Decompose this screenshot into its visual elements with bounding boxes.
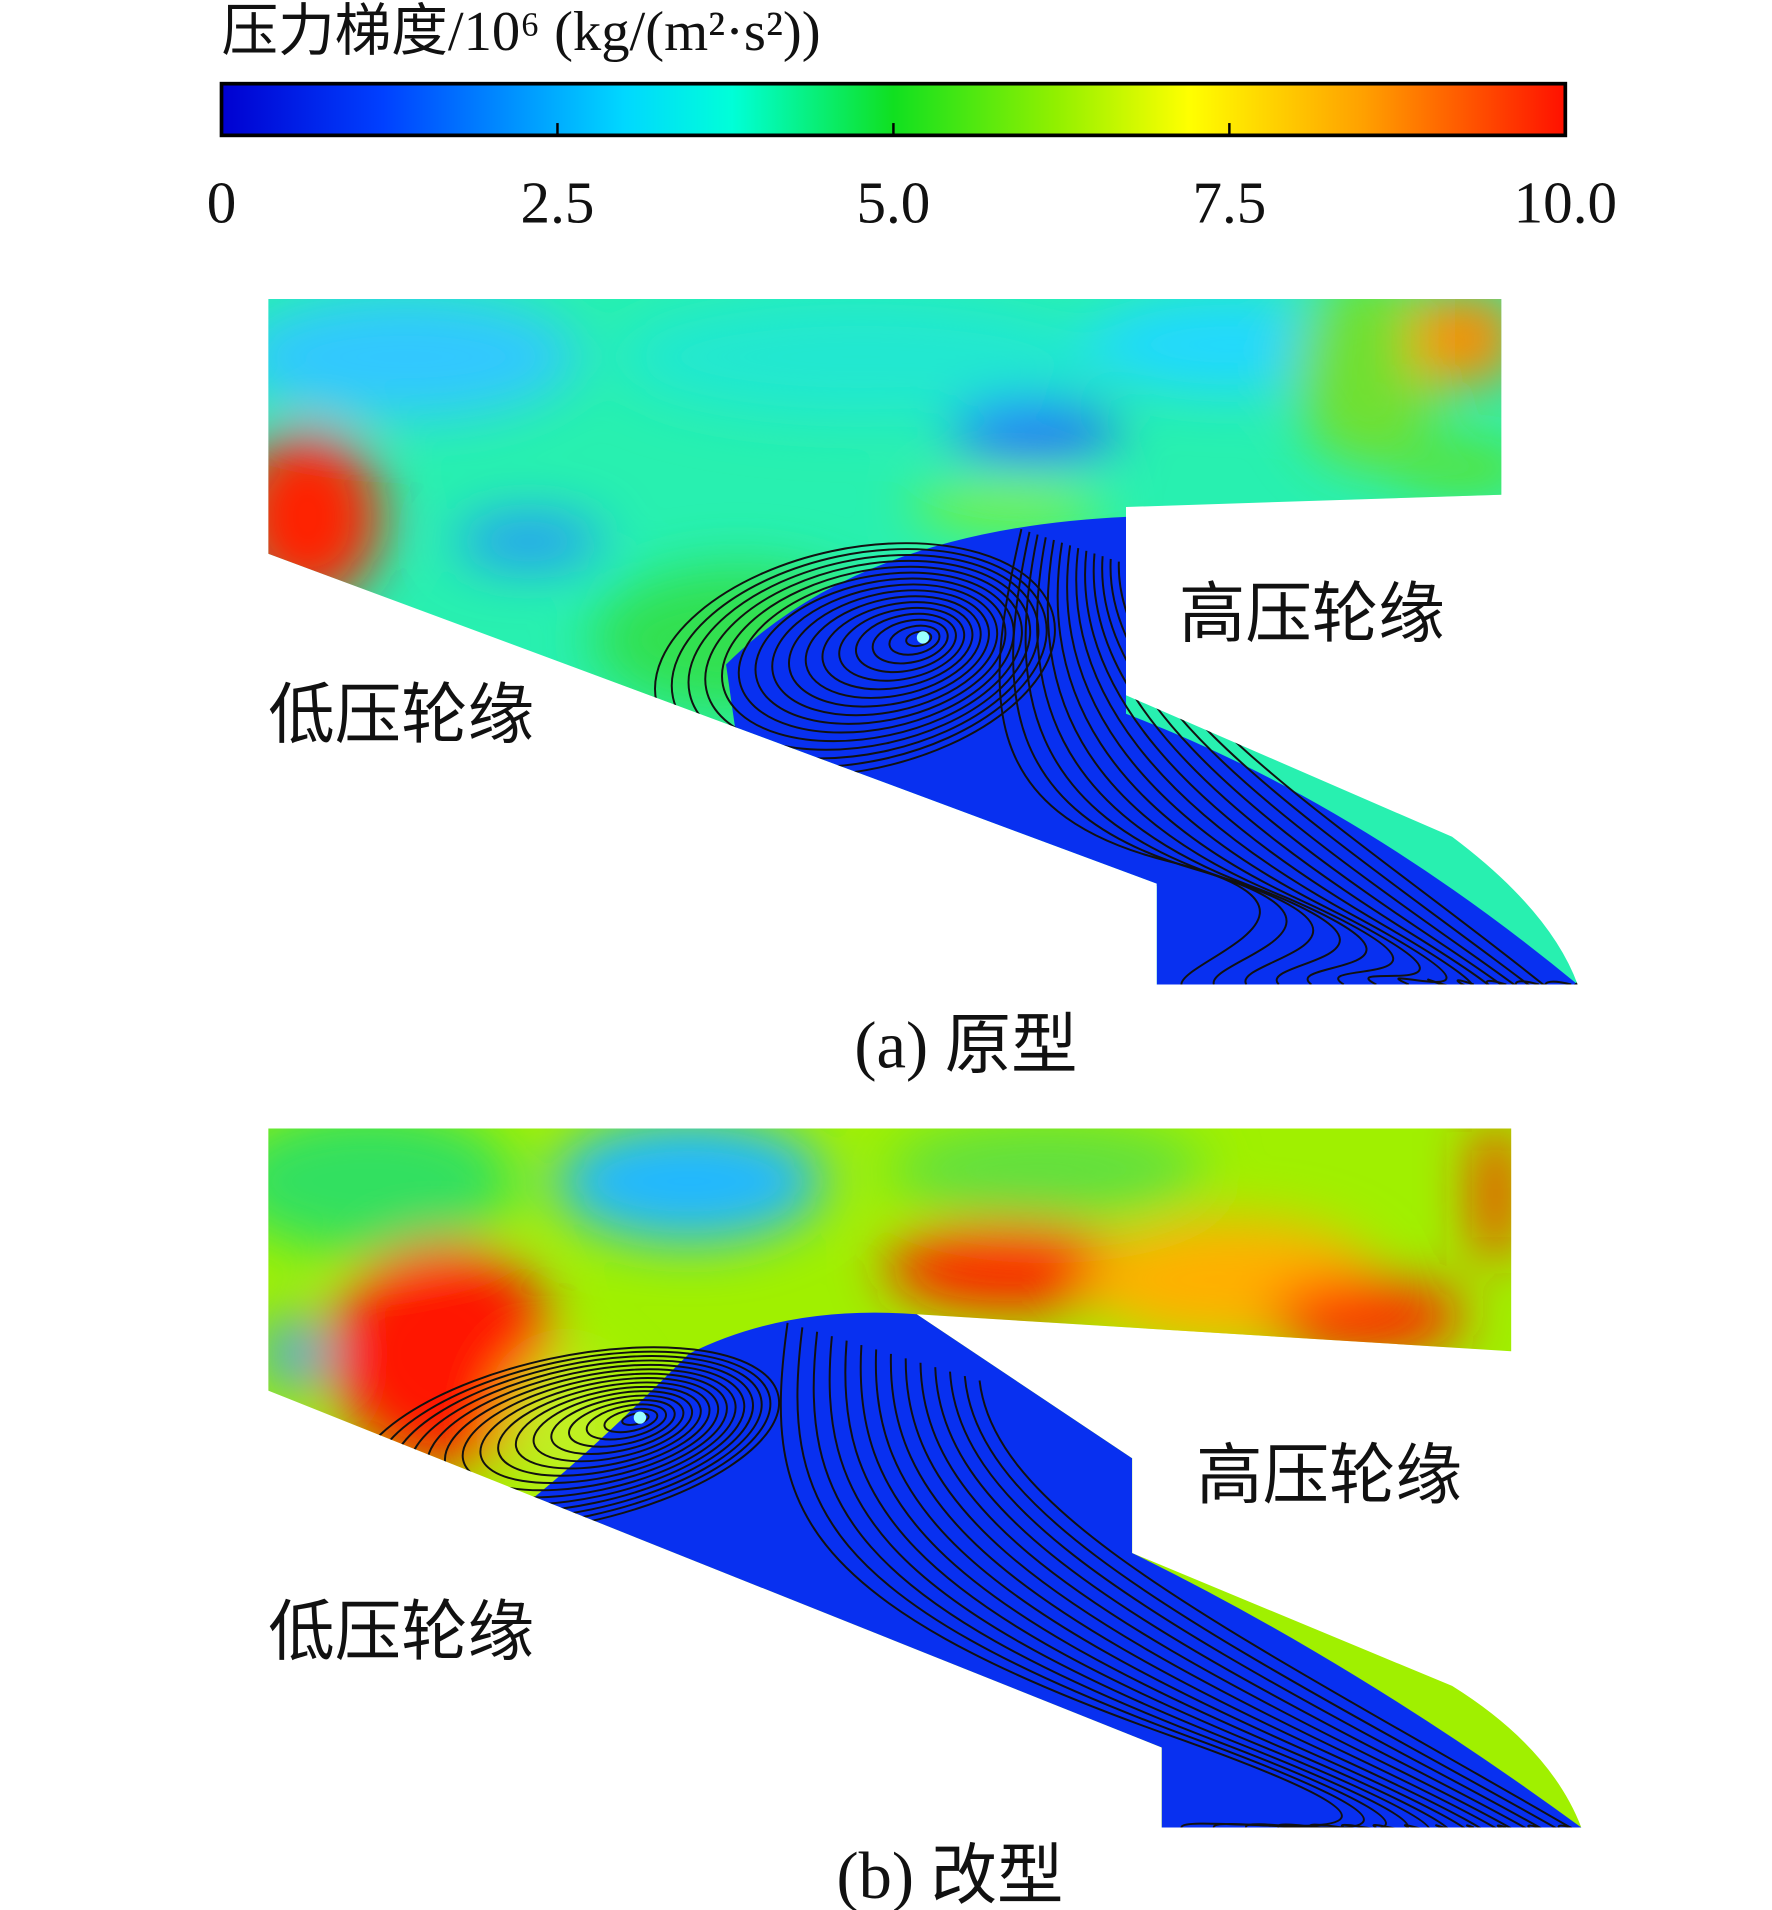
streamline — [754, 577, 1007, 725]
streamline — [621, 1412, 650, 1426]
vortex-core — [916, 631, 930, 644]
streamline — [874, 1349, 1476, 1828]
content: 压力梯度/10⁶ (kg/(m²·s²)) 0 2.5 5.0 7.5 10.0 — [207, 1, 1617, 1910]
streamline — [1092, 553, 1501, 985]
panel-caption: (a) 原型 — [854, 1009, 1077, 1082]
contour-a — [268, 299, 1578, 985]
streamline — [844, 1340, 1432, 1828]
streamline — [461, 1372, 728, 1492]
streamline — [1046, 539, 1368, 985]
streamline — [919, 1362, 1542, 1828]
streamline — [1066, 545, 1421, 985]
colorbar-tick-label: 0 — [207, 170, 237, 236]
streamline — [828, 1336, 1409, 1828]
streamline — [1024, 534, 1315, 985]
colorbar-tick-label: 5.0 — [857, 170, 931, 236]
streamline — [1012, 531, 1288, 985]
streamline — [479, 1377, 720, 1484]
low-pressure-label: 低压轮缘 — [268, 1596, 534, 1669]
streamline — [737, 571, 1015, 734]
streamline — [1056, 542, 1394, 985]
low-pressure-label: 低压轮缘 — [268, 680, 534, 753]
streamline — [854, 612, 957, 674]
colorbar-tick-label: 10.0 — [1514, 170, 1617, 236]
streamline — [788, 589, 990, 708]
streamline — [934, 1367, 1565, 1828]
streamline — [497, 1381, 711, 1477]
high-pressure-label: 高压轮缘 — [1179, 579, 1445, 652]
colorbar-tick-label: 7.5 — [1192, 170, 1266, 236]
streamline — [904, 1358, 1520, 1828]
streamline — [978, 1380, 1582, 1828]
streamline — [812, 1331, 1387, 1828]
streamline — [963, 1375, 1582, 1828]
streamline — [949, 1371, 1582, 1828]
vortex-core — [633, 1411, 647, 1424]
streamline — [704, 559, 1032, 751]
streamline — [514, 1385, 702, 1470]
streamline — [603, 1407, 659, 1434]
streamline — [905, 630, 933, 648]
streamline — [532, 1390, 694, 1463]
panel-caption: (b) 改型 — [837, 1840, 1064, 1910]
streamline — [1075, 547, 1448, 985]
colorbar-title: 压力梯度/10⁶ (kg/(m²·s²)) — [222, 1, 821, 63]
streamline — [859, 1344, 1454, 1828]
streamline — [871, 618, 949, 665]
streamline — [888, 624, 941, 656]
colorbar-tick-label: 2.5 — [521, 170, 595, 236]
streamline — [771, 583, 999, 717]
streamline — [568, 1399, 676, 1448]
streamline — [804, 595, 982, 699]
streamline — [670, 548, 1048, 769]
streamline — [821, 601, 974, 691]
streamline — [550, 1394, 685, 1455]
streamline — [1036, 537, 1341, 985]
streamline — [721, 565, 1023, 743]
streamline — [585, 1403, 667, 1441]
streamline — [889, 1353, 1498, 1828]
high-pressure-label: 高压轮缘 — [1196, 1440, 1462, 1513]
streamline — [1084, 550, 1475, 985]
streamline — [838, 607, 966, 682]
